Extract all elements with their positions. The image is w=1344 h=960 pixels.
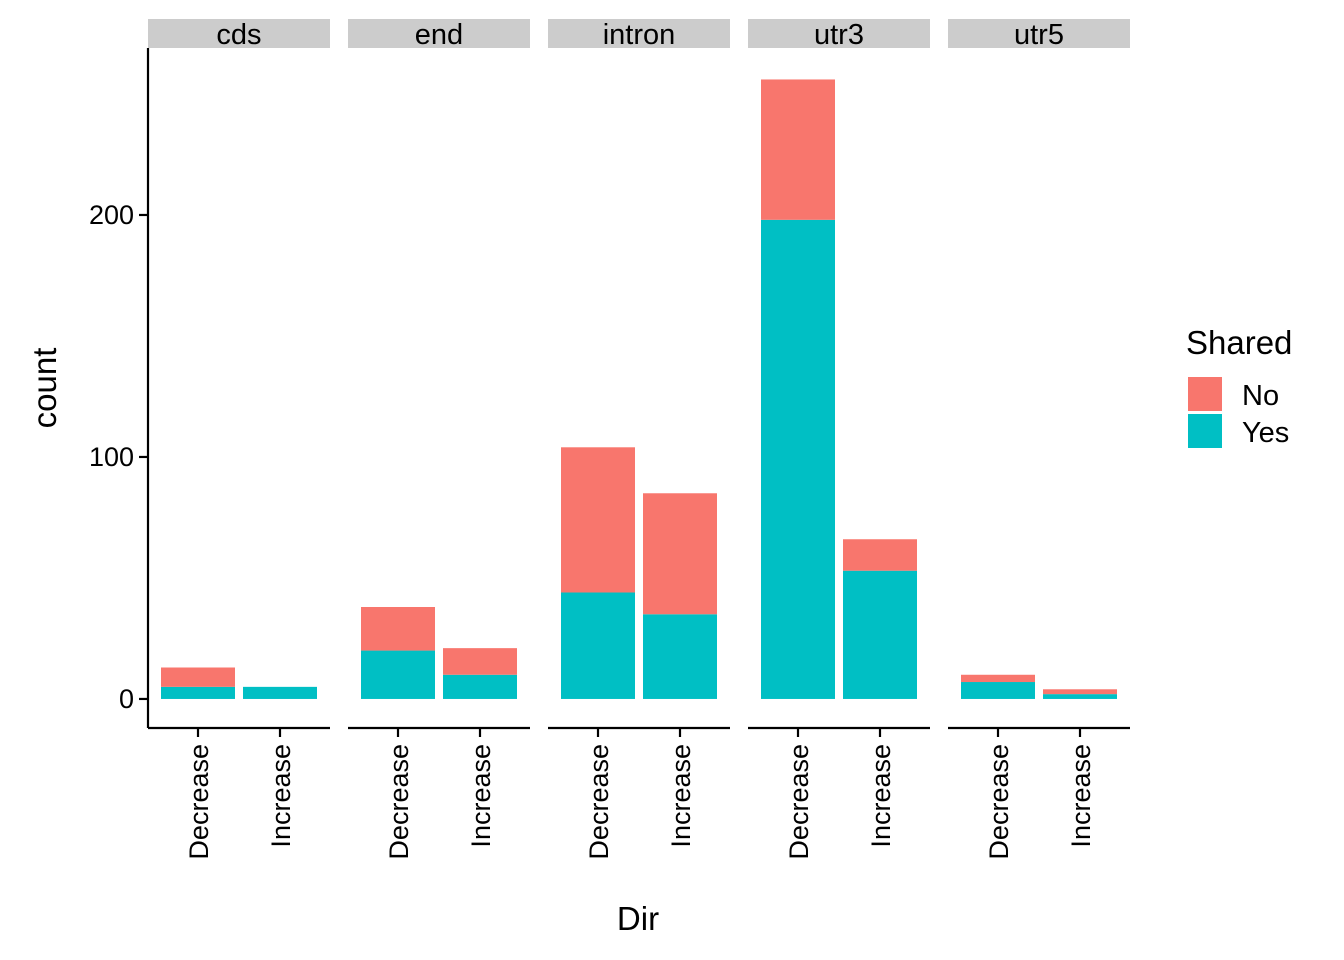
- bar-utr3-decrease-yes: [761, 219, 835, 699]
- legend-key-no: [1188, 377, 1222, 411]
- facet-strip-label: intron: [603, 19, 676, 51]
- bar-utr3-increase-no: [843, 539, 917, 571]
- bar-cds-decrease-yes: [161, 686, 235, 699]
- y-tick-label: 100: [89, 442, 134, 472]
- bar-end-increase-yes: [443, 674, 517, 699]
- facet-strip: [748, 19, 930, 48]
- bar-end-increase-no: [443, 648, 517, 675]
- x-tick-label: Decrease: [384, 744, 414, 860]
- bar-utr5-decrease-yes: [961, 682, 1035, 699]
- x-tick-label: Decrease: [984, 744, 1014, 860]
- y-tick-label: 0: [119, 684, 134, 714]
- y-axis-title: count: [26, 348, 63, 429]
- y-tick-label: 200: [89, 200, 134, 230]
- facet-panel-utr3: utr3 Decrease Increase: [748, 19, 930, 860]
- legend-key-yes: [1188, 414, 1222, 448]
- x-tick-label: Decrease: [784, 744, 814, 860]
- x-tick-label: Decrease: [184, 744, 214, 860]
- legend-label-yes: Yes: [1242, 417, 1289, 449]
- legend: Shared No Yes: [1186, 324, 1292, 449]
- x-tick-label: Increase: [666, 744, 696, 848]
- bar-end-decrease-no: [361, 607, 435, 651]
- bar-intron-increase-no: [643, 493, 717, 615]
- bar-intron-increase-yes: [643, 614, 717, 699]
- legend-title: Shared: [1186, 324, 1292, 361]
- facet-panel-cds: cds Decrease Increase: [148, 19, 330, 860]
- x-tick-label: Increase: [266, 744, 296, 848]
- bar-utr3-decrease-no: [761, 79, 835, 220]
- bar-end-decrease-yes: [361, 650, 435, 699]
- facet-strip-label: cds: [216, 19, 261, 51]
- facet-strip: [348, 19, 530, 48]
- x-tick-label: Increase: [466, 744, 496, 848]
- x-axis-title: Dir: [617, 900, 659, 937]
- bar-intron-decrease-no: [561, 447, 635, 593]
- x-tick-label: Decrease: [584, 744, 614, 860]
- bar-intron-decrease-yes: [561, 592, 635, 699]
- bar-utr5-increase-yes: [1043, 694, 1117, 699]
- x-tick-label: Increase: [866, 744, 896, 848]
- facet-strip: [948, 19, 1130, 48]
- facet-panel-utr5: utr5 Decrease Increase: [948, 19, 1130, 860]
- facet-panel-intron: intron Decrease Increase: [548, 19, 730, 860]
- facet-strip-label: end: [415, 19, 463, 51]
- legend-label-no: No: [1242, 380, 1279, 412]
- bar-utr5-increase-no: [1043, 689, 1117, 695]
- x-tick-label: Increase: [1066, 744, 1096, 848]
- y-axis: 0 100 200: [89, 48, 150, 728]
- bar-cds-increase-yes: [243, 686, 317, 699]
- facet-panel-end: end Decrease Increase: [348, 19, 530, 860]
- bar-utr3-increase-yes: [843, 570, 917, 699]
- facet-strip-label: utr5: [1014, 19, 1064, 51]
- legend-keys: No Yes: [1188, 377, 1289, 449]
- facet-strip: [148, 19, 330, 48]
- facet-strip-label: utr3: [814, 19, 864, 51]
- bar-utr5-decrease-no: [961, 674, 1035, 683]
- bar-cds-decrease-no: [161, 667, 235, 687]
- facet-strip: [548, 19, 730, 48]
